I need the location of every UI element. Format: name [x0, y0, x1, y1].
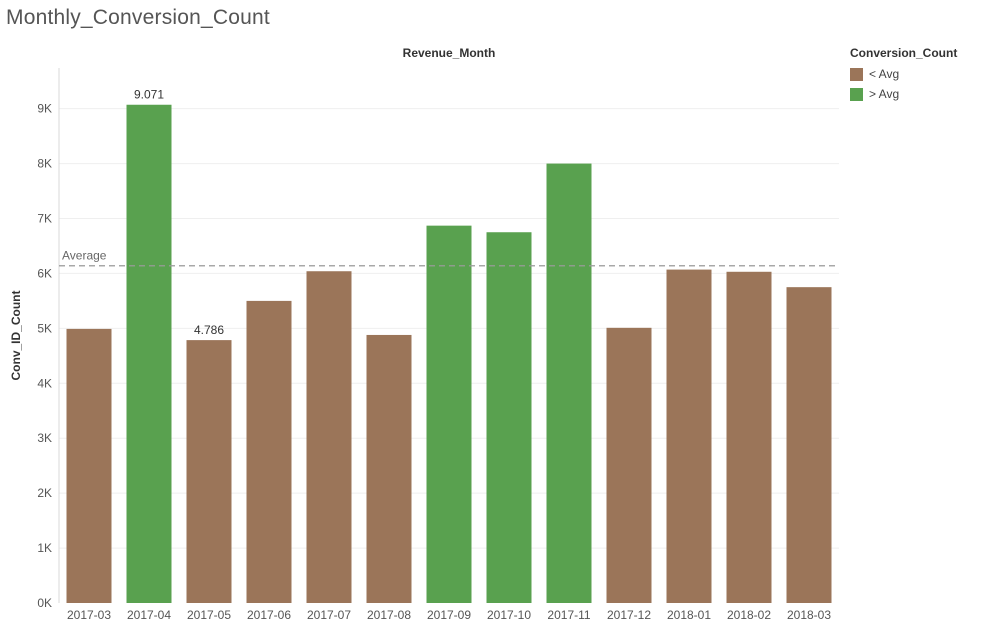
- bar-2017-09: [426, 225, 472, 603]
- x-tick-label: 2017-10: [487, 608, 531, 622]
- bar-2017-04: [126, 104, 172, 603]
- data-label: 9.071: [134, 88, 164, 102]
- bar-2018-02: [726, 271, 772, 603]
- x-tick-label: 2017-09: [427, 608, 471, 622]
- y-tick-label: 0K: [37, 596, 52, 610]
- y-tick-label: 2K: [37, 486, 52, 500]
- x-tick-label: 2017-08: [367, 608, 411, 622]
- y-tick-label: 5K: [37, 321, 52, 335]
- legend-item-above-avg[interactable]: > Avg: [850, 84, 985, 104]
- legend-swatch-above-avg: [850, 87, 863, 101]
- y-tick-label: 3K: [37, 431, 52, 445]
- x-tick-label: 2017-07: [307, 608, 351, 622]
- bar-2017-07: [306, 271, 352, 603]
- x-tick-label: 2018-03: [787, 608, 831, 622]
- bar-2018-01: [666, 269, 712, 603]
- y-tick-label: 9K: [37, 102, 52, 116]
- x-tick-label: 2017-03: [67, 608, 111, 622]
- legend-label-above-avg: > Avg: [869, 87, 900, 101]
- legend-title: Conversion_Count: [850, 46, 958, 60]
- x-tick-label: 2018-02: [727, 608, 771, 622]
- x-tick-label: 2017-06: [247, 608, 291, 622]
- legend: Conversion_Count < Avg > Avg: [850, 46, 985, 104]
- y-axis-title: Conv_ID_Count: [9, 290, 23, 380]
- legend-label-below-avg: < Avg: [869, 67, 900, 81]
- y-tick-label: 4K: [37, 376, 52, 390]
- x-tick-label: 2017-12: [607, 608, 651, 622]
- bar-2017-03: [66, 328, 112, 603]
- y-tick-label: 7K: [37, 212, 52, 226]
- x-tick-label: 2017-05: [187, 608, 231, 622]
- x-header-label: Revenue_Month: [403, 46, 496, 60]
- bar-2017-10: [486, 232, 532, 603]
- average-label: Average: [62, 249, 107, 263]
- bar-2017-11: [546, 163, 592, 603]
- labels: Revenue_Month Conv_ID_Count 0K 1K 2K 3K 4K 5K 6K…: [9, 46, 831, 622]
- y-tick-label: 6K: [37, 266, 52, 280]
- x-tick-label: 2018-01: [667, 608, 711, 622]
- page-title: Monthly_Conversion_Count: [6, 6, 270, 29]
- bars: [66, 104, 832, 603]
- bar-2017-06: [246, 300, 292, 603]
- legend-item-below-avg[interactable]: < Avg: [850, 64, 985, 84]
- legend-swatch-below-avg: [850, 67, 863, 81]
- bar-2018-03: [786, 287, 832, 603]
- x-tick-label: 2017-11: [547, 608, 590, 622]
- data-label: 4.786: [194, 323, 224, 337]
- bar-2017-05: [186, 340, 232, 603]
- y-tick-label: 1K: [37, 541, 52, 555]
- bar-2017-08: [366, 334, 412, 603]
- x-tick-label: 2017-04: [127, 608, 171, 622]
- y-tick-label: 8K: [37, 157, 52, 171]
- bar-2017-12: [606, 327, 652, 603]
